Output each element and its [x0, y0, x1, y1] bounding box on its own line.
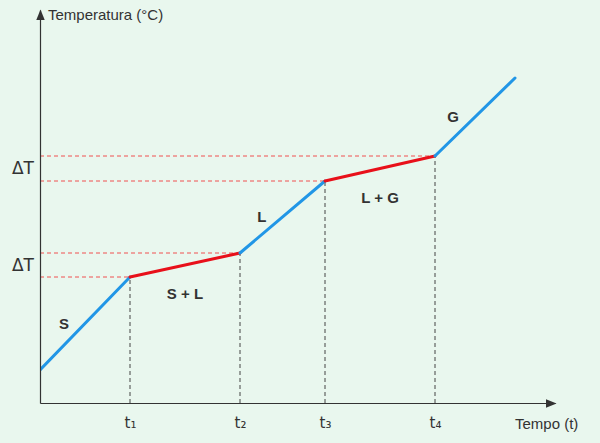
y-tick-label: ΔT — [12, 255, 35, 275]
guide-horizontal — [40, 253, 240, 254]
x-tick: t₂ — [235, 403, 247, 432]
segment-label: L — [257, 208, 266, 225]
guide-horizontal — [40, 156, 435, 157]
background — [0, 0, 600, 443]
y-axis-title: Temperatura (°C) — [48, 6, 163, 23]
x-axis: t₁ t₂ t₃ t₄ — [41, 403, 556, 432]
x-tick: t₃ — [320, 403, 332, 432]
segment-label: L + G — [361, 189, 399, 206]
x-tick-label: t₂ — [235, 414, 247, 432]
chart: t₁t₂t₃t₄ΔTΔTTemperatura (°C)Tempo (t)SS … — [0, 0, 600, 443]
series-line — [435, 78, 515, 156]
guide-vertical — [325, 181, 326, 403]
y-tick: ΔT — [12, 158, 40, 178]
series-line — [325, 156, 435, 181]
segment-labels: S S + L L L + G G — [59, 108, 459, 332]
y-tick-label: ΔT — [12, 158, 35, 178]
y-tick: ΔT — [12, 255, 40, 275]
series-line — [40, 277, 130, 370]
series-line — [130, 253, 240, 277]
guide-horizontal — [40, 181, 325, 182]
guide-horizontal — [40, 277, 130, 278]
x-tick-label: t₁ — [125, 414, 137, 432]
x-tick: t₄ — [430, 403, 442, 432]
guide-vertical — [130, 277, 131, 403]
guide-vertical — [435, 156, 436, 403]
segment-label: S + L — [167, 285, 203, 302]
plot-area — [40, 78, 515, 370]
x-axis-title: Tempo (t) — [515, 415, 578, 432]
y-axis: ΔT ΔT — [12, 11, 41, 404]
guides — [40, 156, 435, 403]
segment-label: G — [447, 108, 459, 125]
y-axis-line — [40, 11, 41, 404]
x-tick: t₁ — [125, 403, 137, 432]
x-tick-label: t₃ — [320, 414, 332, 432]
segment-label: S — [59, 315, 69, 332]
x-tick-label: t₄ — [430, 414, 442, 432]
series-line — [240, 181, 325, 253]
guide-vertical — [240, 253, 241, 403]
x-axis-line — [41, 403, 556, 404]
